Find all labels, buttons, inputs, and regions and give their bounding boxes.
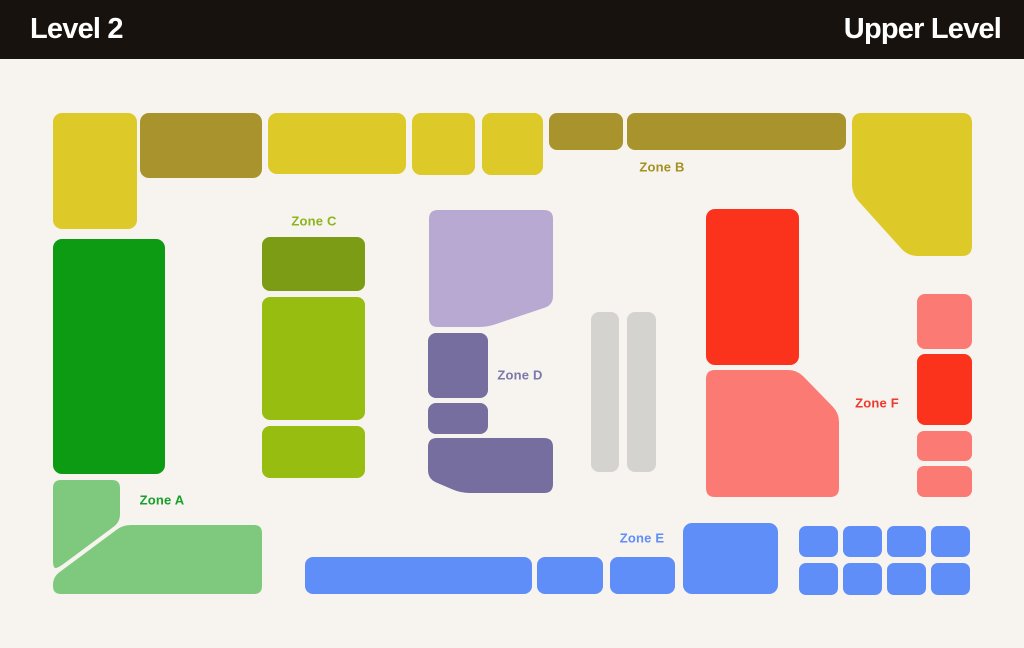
zone-e-shape-9[interactable] — [799, 563, 838, 595]
zone-b-shape-4[interactable] — [412, 113, 475, 175]
level-subtitle: Upper Level — [843, 13, 1002, 45]
zone-e-shape-10[interactable] — [843, 563, 882, 595]
zone-c-shape-1[interactable] — [262, 237, 365, 291]
zone-f-shape-4[interactable] — [917, 354, 972, 425]
zone-a-label: Zone A — [140, 493, 185, 508]
zone-b-shape-6[interactable] — [549, 113, 623, 150]
zone-f-shape-2[interactable] — [706, 370, 839, 497]
zone-e-shape-2[interactable] — [537, 557, 603, 594]
zone-e-label: Zone E — [620, 531, 665, 546]
zone-e-shape-6[interactable] — [843, 526, 882, 557]
zone-c-shape-3[interactable] — [262, 426, 365, 478]
zone-f-shape-5[interactable] — [917, 431, 972, 461]
level-title: Level 2 — [30, 13, 124, 45]
zone-f-label: Zone F — [855, 396, 899, 411]
zone-d-shape-3[interactable] — [428, 403, 488, 434]
zone-b-shape-7[interactable] — [627, 113, 846, 150]
zone-d-shape-1[interactable] — [429, 210, 553, 327]
zone-d-label: Zone D — [497, 368, 542, 383]
zone-e-shape-4[interactable] — [683, 523, 778, 594]
zone-f-shape-6[interactable] — [917, 466, 972, 497]
zone-a-shape-3[interactable] — [53, 525, 262, 594]
facility-shape-2 — [627, 312, 656, 472]
zone-f-shape-1[interactable] — [706, 209, 799, 365]
zone-b-shape-8[interactable] — [852, 113, 972, 256]
zone-e-shape-12[interactable] — [931, 563, 970, 595]
zone-e-shape-5[interactable] — [799, 526, 838, 557]
zone-a-shape-2[interactable] — [53, 480, 120, 568]
zone-b-shape-1[interactable] — [53, 113, 137, 229]
zone-b-shape-5[interactable] — [482, 113, 543, 175]
zone-c-label: Zone C — [291, 214, 337, 229]
header-bar: Level 2 Upper Level — [0, 0, 1024, 59]
zone-d-shape-4[interactable] — [428, 438, 553, 493]
zone-b-shape-2[interactable] — [140, 113, 262, 178]
zone-e-shape-1[interactable] — [305, 557, 532, 594]
zone-e-shape-7[interactable] — [887, 526, 926, 557]
zone-b-label: Zone B — [639, 160, 684, 175]
zone-e-shape-3[interactable] — [610, 557, 675, 594]
zone-a-shape-1[interactable] — [53, 239, 165, 474]
zone-b-shape-3[interactable] — [268, 113, 406, 174]
zone-e-shape-11[interactable] — [887, 563, 926, 595]
zone-c-shape-2[interactable] — [262, 297, 365, 420]
zone-e-shape-8[interactable] — [931, 526, 970, 557]
zone-d-shape-2[interactable] — [428, 333, 488, 398]
zone-f-shape-3[interactable] — [917, 294, 972, 349]
facility-shape-1 — [591, 312, 619, 472]
